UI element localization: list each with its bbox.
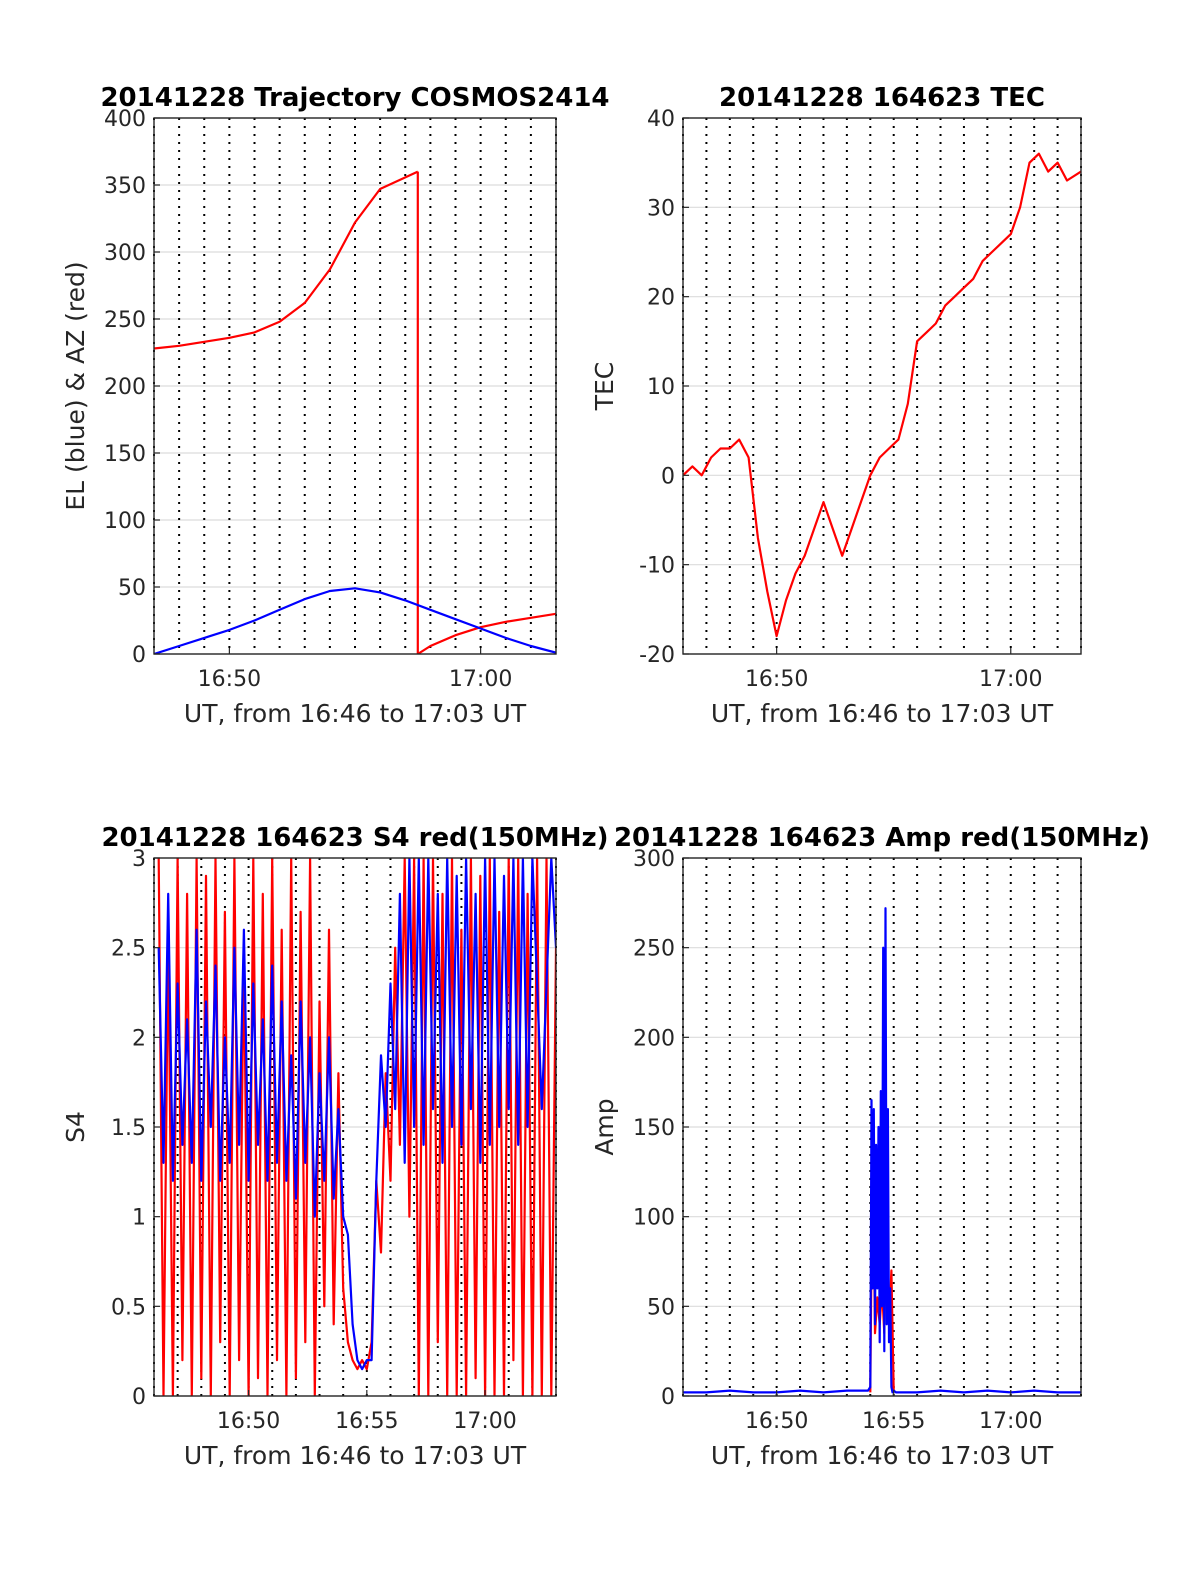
series-line-1 [157,858,556,1396]
y-tick-label: 40 [647,107,675,132]
series-line-1 [154,170,419,350]
y-tick-label: 150 [633,1116,675,1141]
series-line-1 [683,152,1081,638]
x-tick-label: 17:00 [449,667,512,692]
y-tick-label: 10 [647,375,675,400]
tec-chart: -20 -10 0 10 20 30 40 16:50 17:00 20141228 164623… [590,83,1082,728]
y-tick-label: 400 [104,107,146,132]
y-tick-label: 0 [132,643,146,668]
x-tick-label: 16:55 [335,1409,398,1434]
y-tick-label: 300 [633,847,675,872]
y-tick-label: 2 [132,1026,146,1051]
y-axis-label: S4 [61,1111,90,1143]
y-tick-label: 30 [647,196,675,221]
x-tick-label: 16:50 [745,667,808,692]
y-tick-label: 2.5 [111,937,146,962]
x-tick-label: 17:00 [453,1409,516,1434]
x-tick-label: 17:00 [979,1409,1042,1434]
y-tick-label: 200 [633,1026,675,1051]
y-tick-label: -20 [639,643,675,668]
x-axis-label: UT, from 16:46 to 17:03 UT [184,1441,527,1470]
x-axis-label: UT, from 16:46 to 17:03 UT [184,699,527,728]
y-tick-label: 300 [104,241,146,266]
series-line-3 [417,612,556,654]
y-tick-label: 350 [104,174,146,199]
x-axis-label: UT, from 16:46 to 17:03 UT [711,1441,1054,1470]
series-line-2 [157,858,556,1371]
y-tick-label: 3 [132,847,146,872]
trajectory-chart: 0 50 100 150 200 250 300 350 400 16:50 17:00 201412… [61,83,610,728]
chart-title: 20141228 164623 TEC [719,83,1045,113]
y-tick-label: 50 [118,576,146,601]
amp-chart: 0 50 100 150 200 250 300 16:50 16:55 17:00 2014122… [590,823,1150,1470]
y-axis-label: Amp [590,1098,619,1155]
series-line-2 [683,907,1081,1394]
y-tick-label: 1 [132,1206,146,1231]
y-tick-label: -10 [639,554,675,579]
x-tick-label: 17:00 [979,667,1042,692]
chart-title: 20141228 Trajectory COSMOS2414 [100,83,609,113]
y-tick-label: 0 [132,1385,146,1410]
chart-title: 20141228 164623 S4 red(150MHz) [101,823,608,853]
chart-title: 20141228 164623 Amp red(150MHz) [614,823,1150,853]
x-tick-label: 16:50 [217,1409,280,1434]
y-tick-label: 0.5 [111,1295,146,1320]
y-tick-label: 100 [633,1206,675,1231]
y-tick-label: 200 [104,375,146,400]
y-tick-label: 150 [104,442,146,467]
x-tick-label: 16:55 [862,1409,925,1434]
y-axis-label: TEC [590,362,619,412]
y-tick-label: 0 [661,1385,675,1410]
y-tick-label: 0 [661,464,675,489]
y-tick-label: 20 [647,286,675,311]
series-line-4 [154,587,556,654]
y-axis-label: EL (blue) & AZ (red) [61,261,90,510]
y-tick-label: 100 [104,509,146,534]
y-tick-label: 250 [104,308,146,333]
s4-chart: 0 0.5 1 1.5 2 2.5 3 16:50 16:55 17:00 20141228 164… [61,823,609,1470]
y-tick-label: 250 [633,937,675,962]
x-tick-label: 16:50 [745,1409,808,1434]
x-tick-label: 16:50 [198,667,261,692]
x-axis-label: UT, from 16:46 to 17:03 UT [711,699,1054,728]
y-tick-label: 1.5 [111,1116,146,1141]
y-tick-label: 50 [647,1295,675,1320]
